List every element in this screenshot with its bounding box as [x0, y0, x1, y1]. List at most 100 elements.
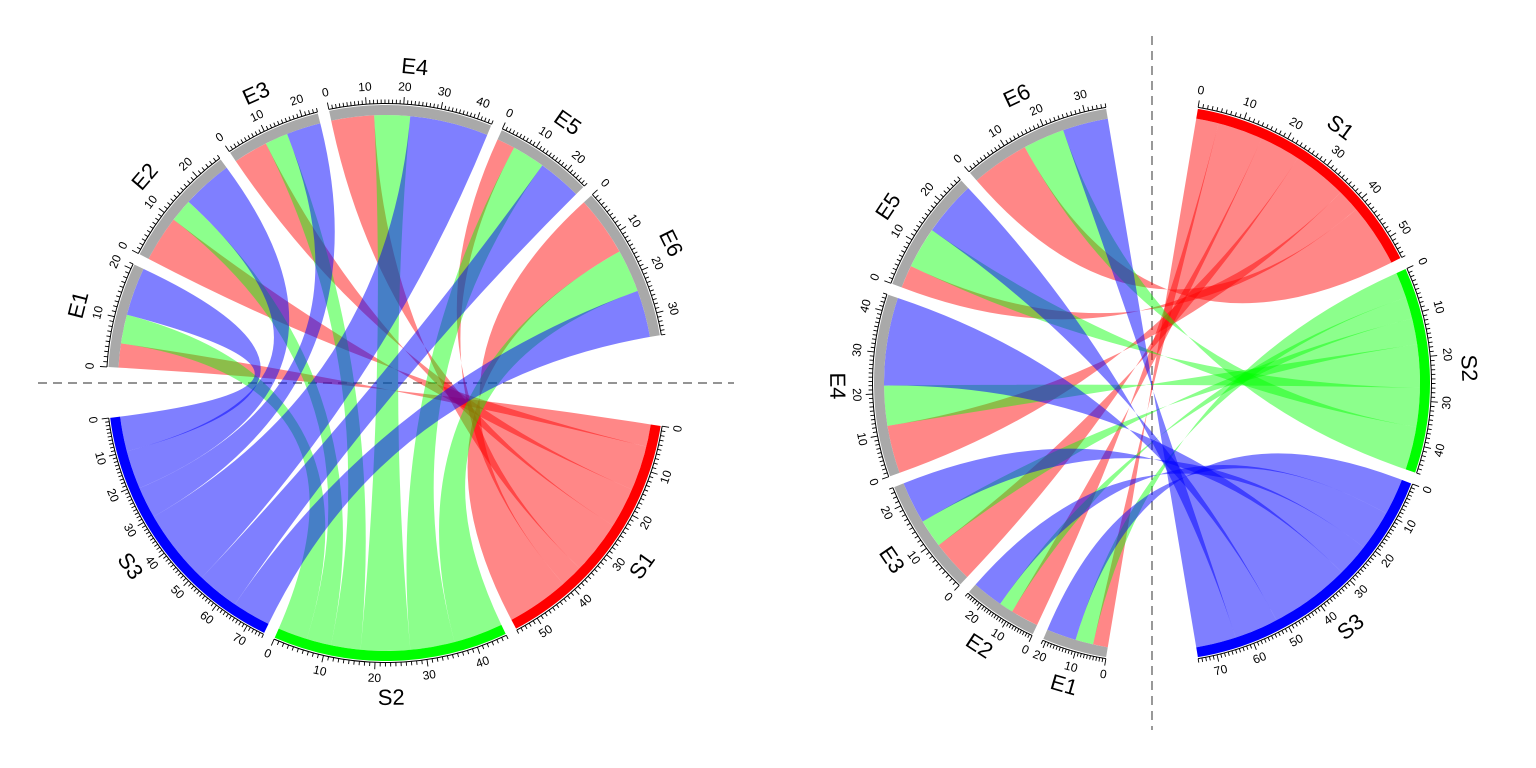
tick-minor — [926, 551, 930, 555]
tick-minor — [1426, 327, 1431, 330]
tick-minor — [1428, 419, 1434, 421]
tick-minor — [1074, 110, 1077, 115]
ribbon-e4-s1 — [887, 158, 1341, 473]
tick-minor — [1379, 544, 1384, 548]
tick-label: 20 — [878, 504, 897, 522]
sector-label-e4: E4 — [825, 372, 850, 399]
tick-minor — [496, 639, 499, 644]
tick-minor — [603, 205, 608, 209]
tick-minor — [190, 585, 195, 590]
tick-minor — [1330, 164, 1334, 169]
tick-major — [592, 189, 598, 195]
ribbon-e6-s2 — [439, 251, 638, 643]
tick-minor — [660, 329, 665, 331]
tick-label: 0 — [504, 105, 516, 121]
tick-minor — [136, 246, 141, 250]
tick-minor — [876, 447, 881, 450]
tick-minor — [113, 305, 118, 308]
sector-track-e1 — [1043, 629, 1108, 658]
tick-minor — [331, 104, 333, 109]
tick-minor — [104, 345, 109, 348]
tick-minor — [1197, 658, 1200, 663]
sector-axis-e6 — [968, 106, 1106, 173]
tick-minor — [105, 340, 110, 343]
tick-minor — [119, 478, 124, 481]
tick-minor — [1024, 129, 1028, 134]
sector-label-e4: E4 — [400, 53, 429, 80]
tick-major — [1412, 483, 1420, 488]
tick-major — [1374, 550, 1382, 556]
tick-minor — [870, 346, 875, 349]
tick-minor — [892, 496, 897, 499]
tick-minor — [1230, 110, 1233, 115]
tick-minor — [1372, 553, 1377, 558]
tick-minor — [247, 135, 251, 140]
tick-minor — [986, 151, 990, 156]
tick-minor — [1246, 645, 1249, 650]
sector-label-e3: E3 — [874, 542, 910, 578]
tick-minor — [890, 272, 895, 275]
tick-label: 20 — [963, 607, 982, 626]
tick-minor — [1028, 127, 1032, 132]
tick-minor — [1304, 616, 1308, 621]
tick-label: 10 — [1241, 94, 1259, 112]
tick-minor — [1390, 528, 1395, 532]
tick-minor — [280, 119, 284, 124]
tick-minor — [655, 306, 660, 309]
tick-minor — [332, 657, 335, 662]
tick-label: 70 — [1213, 662, 1230, 679]
tick-minor — [638, 502, 643, 505]
sector-track-e2 — [968, 584, 1038, 635]
tick-minor — [525, 137, 529, 142]
tick-minor — [600, 561, 604, 566]
tick-minor — [1422, 450, 1428, 453]
tick-minor — [1377, 547, 1381, 551]
tick-major — [192, 171, 198, 178]
tick-label: 40 — [475, 94, 493, 112]
tick-minor — [1227, 651, 1230, 656]
tick-minor — [911, 531, 916, 535]
tick-minor — [1238, 648, 1241, 653]
tick-minor — [284, 117, 288, 122]
sector-track-e4 — [329, 104, 492, 135]
tick-major — [881, 476, 889, 480]
tick-major — [131, 249, 139, 254]
tick-minor — [1334, 168, 1338, 172]
tick-major — [1042, 641, 1047, 649]
tick-minor — [871, 423, 876, 425]
tick-minor — [1326, 600, 1330, 605]
ribbon-e1-s1 — [118, 343, 651, 447]
tick-minor — [654, 302, 659, 305]
tick-minor — [649, 476, 654, 479]
ribbon-e4-s1 — [331, 115, 613, 569]
tick-minor — [1281, 630, 1285, 635]
tick-minor — [1257, 120, 1260, 125]
tick-minor — [1049, 643, 1052, 648]
tick-minor — [892, 267, 897, 271]
sector-label-e3: E3 — [239, 76, 274, 110]
tick-minor — [109, 443, 114, 445]
tick-minor — [109, 446, 115, 449]
tick-minor — [1234, 112, 1237, 117]
tick-minor — [1412, 279, 1417, 282]
tick-label: 0 — [866, 477, 882, 488]
tick-minor — [633, 251, 638, 255]
tick-minor — [1423, 314, 1428, 317]
tick-minor — [327, 656, 330, 661]
tick-minor — [1291, 137, 1295, 142]
tick-minor — [316, 108, 318, 113]
sector-label-s1: S1 — [1322, 109, 1359, 145]
tick-minor — [529, 139, 533, 144]
tick-label: 20 — [1027, 101, 1045, 119]
tick-minor — [1032, 125, 1036, 130]
tick-minor — [237, 141, 240, 146]
tick-minor — [144, 234, 149, 237]
tick-minor — [637, 259, 642, 263]
tick-minor — [505, 635, 509, 640]
tick-minor — [903, 245, 908, 249]
tick-label: 10 — [657, 468, 675, 485]
tick-minor — [233, 143, 237, 148]
sector-track-e4 — [874, 294, 900, 477]
tick-minor — [935, 563, 940, 567]
tick-minor — [584, 579, 588, 583]
